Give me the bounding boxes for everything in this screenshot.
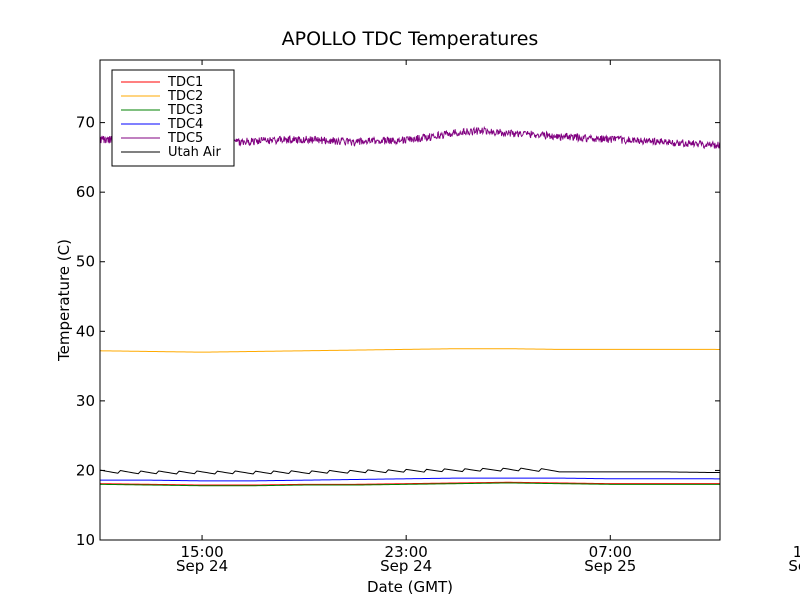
x-tick-label-time: 07:00 [589, 543, 632, 561]
legend-label: TDC1 [167, 75, 203, 90]
series-line-tdc3 [100, 482, 720, 487]
y-tick-label: 60 [76, 183, 95, 201]
x-tick-label-date: Sep 25 [584, 557, 636, 575]
series-line-tdc1 [100, 481, 720, 486]
series-line-tdc4 [100, 477, 720, 482]
x-tick-label-date: Sep 24 [380, 557, 432, 575]
x-tick-label-time: 15:00 [180, 543, 223, 561]
x-tick-label-time: 23:00 [385, 543, 428, 561]
y-tick-label: 30 [76, 392, 95, 410]
series-line-utah-air [100, 467, 720, 475]
x-tick-label-date: Sep 25 [788, 557, 800, 575]
series-line-tdc2 [100, 348, 720, 353]
y-tick-label: 10 [76, 531, 95, 549]
legend-box [111, 69, 235, 167]
y-tick-label: 20 [76, 461, 95, 479]
legend-label: TDC2 [167, 89, 203, 104]
plot-frame [99, 59, 721, 541]
y-axis-label: Temperature (C) [55, 239, 73, 362]
legend-label: Utah Air [168, 145, 221, 160]
y-tick-label: 70 [76, 114, 95, 132]
y-tick-label: 40 [76, 322, 95, 340]
legend-label: TDC5 [167, 131, 203, 146]
chart-title: APOLLO TDC Temperatures [282, 28, 539, 50]
legend-label: TDC3 [167, 103, 203, 118]
x-axis-label: Date (GMT) [367, 578, 453, 596]
y-tick-label: 50 [76, 253, 95, 271]
legend-label: TDC4 [167, 117, 203, 132]
x-tick-label-time: 15:00 [793, 543, 800, 561]
x-tick-label-date: Sep 24 [176, 557, 228, 575]
